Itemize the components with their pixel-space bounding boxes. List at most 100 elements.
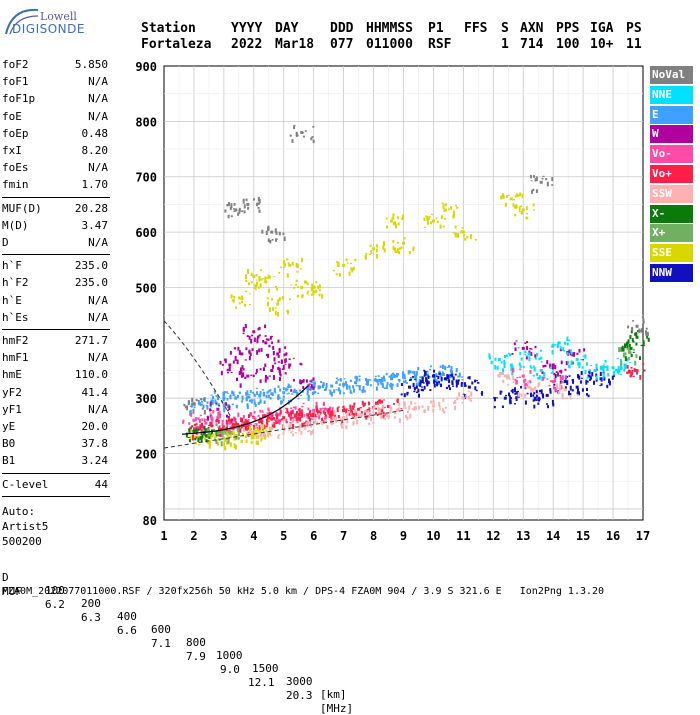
echo-pixel [452,385,455,387]
echo-pixel [329,422,332,425]
param-name: foF1 [2,75,29,89]
echo-pixel [334,417,337,421]
echo-pixel [261,229,264,234]
echo-pixel [584,370,587,375]
echo-pixel [538,397,541,401]
echo-pixel [503,355,506,359]
echo-pixel [559,348,562,352]
echo-pixel [409,377,412,380]
data-point-sse [264,280,268,284]
echo-pixel [339,378,342,382]
footer-d-100: 100 [45,584,65,597]
echo-pixel [389,375,392,377]
data-point-sse [276,302,280,306]
echo-pixel [632,375,635,377]
echo-pixel [214,436,217,438]
echo-pixel [375,386,378,391]
echo-pixel [297,412,300,417]
data-point-nnw [503,396,507,400]
echo-pixel [373,379,376,382]
echo-pixel [560,385,563,390]
echo-pixel [432,408,435,413]
data-point-noval [635,324,639,328]
footer-muf-600: 7.1 [151,637,171,650]
echo-pixel [217,426,220,432]
echo-pixel [298,408,301,413]
echo-pixel [432,373,435,378]
echo-pixel [230,203,233,209]
echo-pixel [201,434,204,439]
echo-pixel [283,266,286,268]
echo-pixel [250,423,253,425]
echo-pixel [578,362,581,366]
echo-pixel [246,390,249,396]
echo-pixel [286,273,289,278]
echo-pixel [198,419,201,424]
echo-pixel [260,348,263,352]
echo-pixel [257,432,260,435]
echo-pixel [547,405,550,409]
echo-pixel [382,375,385,380]
echo-pixel [381,377,384,383]
echo-pixel [315,289,318,293]
echo-pixel [358,386,361,391]
echo-pixel [534,357,537,360]
echo-pixel [427,405,430,408]
footer-muf-800: 7.9 [186,650,206,663]
echo-pixel [257,401,260,406]
echo-pixel [440,376,443,382]
echo-pixel [223,392,226,397]
echo-pixel [464,237,467,241]
echo-pixel [244,423,247,428]
echo-pixel [526,392,529,395]
echo-pixel [554,365,557,370]
echo-pixel [212,410,215,414]
echo-pixel [532,203,535,207]
echo-pixel [627,325,630,329]
header-iga: IGA [590,21,614,36]
footer-d-400: 400 [117,610,137,623]
echo-pixel [456,233,459,238]
header-axn: AXN [520,21,544,36]
echo-pixel [346,418,349,424]
data-point-x [204,428,208,432]
param-row-hes: h`Es N/A [2,311,108,325]
echo-pixel [403,401,406,405]
echo-pixel [400,409,403,411]
echo-pixel [238,350,241,355]
echo-pixel [322,411,325,414]
echo-pixel [413,390,416,393]
echo-pixel [382,245,385,250]
echo-pixel [219,439,222,441]
echo-pixel [197,417,200,420]
echo-pixel [326,425,329,430]
echo-pixel [328,413,331,418]
echo-pixel [415,382,418,388]
footer-muf-200: 6.3 [81,611,101,624]
echo-pixel [275,238,278,242]
echo-pixel [197,437,200,442]
echo-pixel [426,382,429,387]
echo-pixel [291,409,294,414]
echo-pixel [307,384,310,388]
echo-pixel [558,391,561,394]
echo-pixel [232,299,235,303]
echo-pixel [551,350,554,355]
echo-pixel [595,369,598,371]
echo-pixel [515,204,518,207]
param-separator [2,329,110,330]
data-point-x [216,432,220,436]
x-tick-label: 3 [220,529,227,543]
echo-pixel [312,412,315,418]
echo-pixel [279,410,282,415]
echo-pixel [587,376,590,379]
echo-pixel [603,376,606,381]
echo-pixel [631,338,634,341]
echo-pixel [309,380,312,383]
header-day-value: Mar18 [275,37,315,52]
data-point-nnw [467,385,471,389]
echo-pixel [234,355,237,361]
echo-pixel [391,217,394,219]
echo-pixel [475,389,478,392]
echo-pixel [253,411,256,414]
